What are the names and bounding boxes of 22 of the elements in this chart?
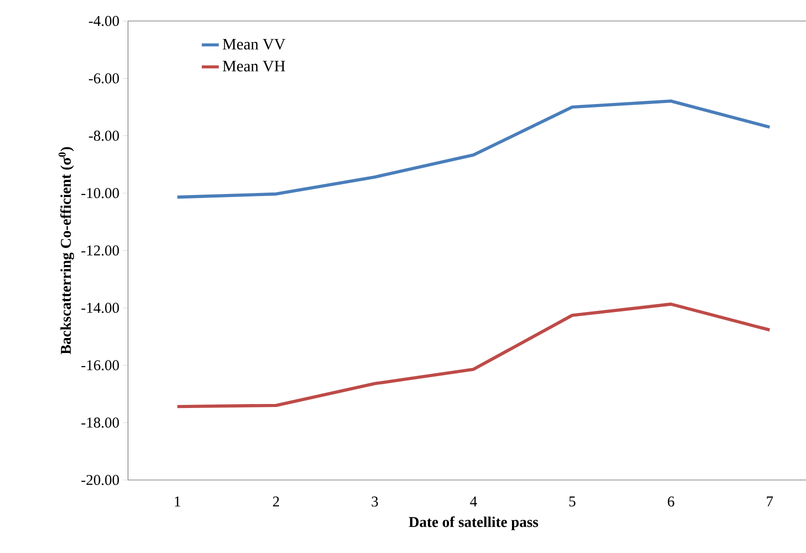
line-series <box>176 302 772 408</box>
y-tick-label: -16.00 <box>81 360 119 370</box>
x-tick-label: 2 <box>272 496 279 506</box>
y-tick-label: -12.00 <box>81 245 119 256</box>
x-tick-label: 6 <box>668 496 674 507</box>
y-axis-title: Backscatterring Co-efficient (σ$^{0}$) <box>58 147 74 354</box>
x-tick-label: 4 <box>470 496 478 506</box>
x-tick-label: 1 <box>174 496 180 506</box>
y-tick-label: -14.00 <box>81 302 119 313</box>
line-series <box>176 99 772 199</box>
y-tick-label: -8.00 <box>88 130 119 141</box>
x-tick-label: 7 <box>766 496 773 506</box>
x-tick-label: 3 <box>372 496 378 507</box>
x-tick-label: 5 <box>569 496 576 506</box>
y-tick-label: -20.00 <box>81 474 119 486</box>
y-tick-label: -18.00 <box>81 418 119 428</box>
y-tick-label: -10.00 <box>81 188 119 198</box>
legend-label: Mean VH <box>222 60 286 72</box>
x-axis-title: Date of satellite pass <box>408 516 538 530</box>
y-tick-label: -6.00 <box>88 73 119 84</box>
y-tick-label: -4.00 <box>88 16 119 26</box>
legend-label: Mean VV <box>222 38 286 50</box>
